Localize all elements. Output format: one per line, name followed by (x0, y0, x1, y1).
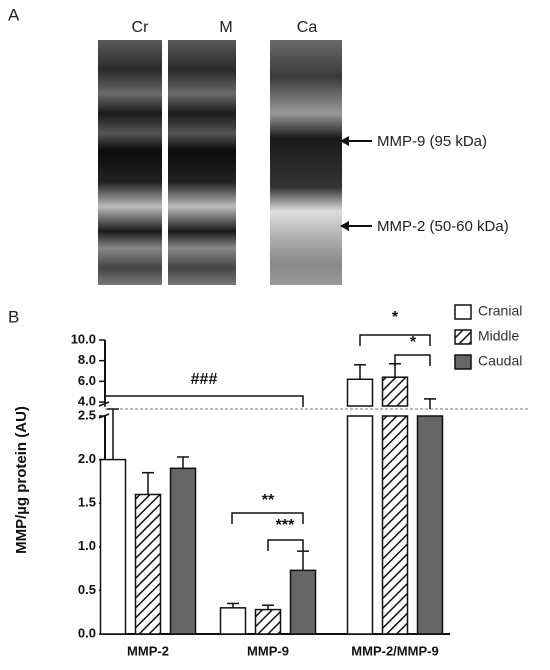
bar (254, 608, 282, 635)
y-tick-label: 1.5 (78, 495, 96, 510)
bar (346, 378, 374, 407)
panel-label: A (8, 5, 20, 24)
bar (416, 415, 444, 635)
axis-break (98, 401, 110, 407)
arrow-head (340, 221, 349, 231)
y-tick-label: 0.5 (78, 582, 96, 597)
gel-lane (270, 40, 342, 285)
y-tick-label: 1.0 (78, 538, 96, 553)
bar (381, 376, 409, 407)
legend-swatch (454, 329, 472, 345)
bar (99, 458, 127, 635)
bar (219, 607, 247, 635)
legend-swatch (454, 354, 472, 370)
sig-label: ** (262, 492, 275, 509)
legend-label: Caudal (478, 353, 522, 369)
sig-label: ### (191, 371, 218, 388)
y-tick-label: 2.5 (78, 407, 96, 422)
sig-label: *** (276, 517, 295, 534)
sig-bracket (359, 334, 431, 346)
band-label: MMP-9 (95 kDa) (377, 133, 487, 150)
y-tick-label: 4.0 (78, 393, 96, 408)
bar (346, 415, 374, 635)
y-tick-label: 10.0 (71, 331, 96, 346)
panel-label: B (8, 307, 19, 326)
bar (381, 415, 409, 635)
chart: B MMP/µg protein (AU) 0.0 0.5 1.0 1.5 2.0 2.5… (8, 303, 530, 658)
y-tick-label: 6.0 (78, 373, 96, 388)
gel-lane (168, 40, 236, 285)
lane-label: Cr (132, 19, 150, 36)
bar (134, 493, 162, 635)
y-tick-label: 8.0 (78, 352, 96, 367)
legend-label: Middle (478, 328, 519, 344)
lane-label: M (219, 19, 232, 36)
y-axis-label: MMP/µg protein (AU) (13, 406, 30, 554)
bar (169, 467, 197, 635)
x-tick-label: MMP-9 (247, 643, 289, 658)
bar (289, 569, 317, 635)
arrow-head (340, 136, 349, 146)
sig-label: * (410, 334, 417, 351)
band-label: MMP-2 (50-60 kDa) (377, 218, 509, 235)
sig-label: * (392, 309, 399, 326)
x-tick-label: MMP-2 (127, 643, 169, 658)
lane-label: Ca (297, 19, 318, 36)
legend-label: Cranial (478, 303, 522, 319)
x-tick-label: MMP-2/MMP-9 (351, 643, 438, 658)
sig-bracket (394, 354, 431, 366)
sig-bracket (104, 395, 304, 407)
sig-bracket (267, 539, 304, 551)
legend-swatch (454, 304, 472, 320)
y-tick-label: 0.0 (78, 625, 96, 640)
gel-lane (98, 40, 162, 285)
gel-panel: A Cr M Ca MMP-9 (95 kDa) MMP-2 (50-60 kD… (8, 5, 509, 285)
y-tick-label: 2.0 (78, 451, 96, 466)
sig-bracket (231, 512, 304, 524)
